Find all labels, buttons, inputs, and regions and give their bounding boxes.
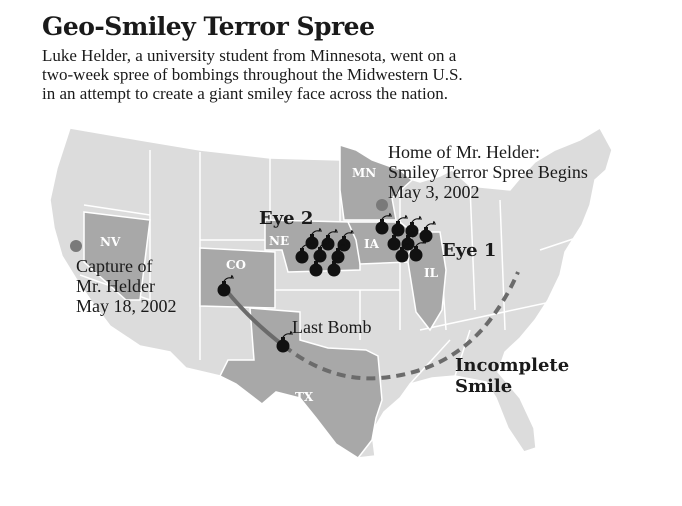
last-bomb-label: Last Bomb <box>292 317 372 337</box>
state-nv <box>83 211 151 301</box>
state-label-ne: NE <box>269 234 289 248</box>
incomplete-smile-line2: Smile <box>455 376 512 397</box>
state-mn <box>339 143 414 221</box>
incomplete-smile-line1: Incomplete <box>455 355 569 376</box>
home-marker <box>376 199 388 211</box>
home-label-line1: Home of Mr. Helder: <box>388 142 540 162</box>
map-subtitle: Luke Helder, a university student from M… <box>42 46 463 103</box>
capture-label-line1: Capture of <box>76 256 152 276</box>
eye1-label: Eye 1 <box>442 240 496 261</box>
home-label-line3: May 3, 2002 <box>388 182 480 202</box>
eye2-label: Eye 2 <box>259 208 313 229</box>
capture-label-line2: Mr. Helder <box>76 276 155 296</box>
state-label-co: CO <box>226 258 246 272</box>
map-title: Geo-Smiley Terror Spree <box>42 12 375 41</box>
home-label-line2: Smiley Terror Spree Begins <box>388 162 588 182</box>
state-label-ia: IA <box>364 237 380 251</box>
smile-path-completed <box>224 288 286 348</box>
capture-marker <box>70 240 82 252</box>
state-label-nv: NV <box>100 235 121 249</box>
state-label-il: IL <box>424 266 439 280</box>
state-label-mn: MN <box>352 166 376 180</box>
smile-path-incomplete <box>282 271 520 381</box>
capture-label-line3: May 18, 2002 <box>76 296 177 316</box>
state-co <box>199 247 276 309</box>
state-tx <box>218 307 383 459</box>
state-label-tx: TX <box>295 390 314 404</box>
